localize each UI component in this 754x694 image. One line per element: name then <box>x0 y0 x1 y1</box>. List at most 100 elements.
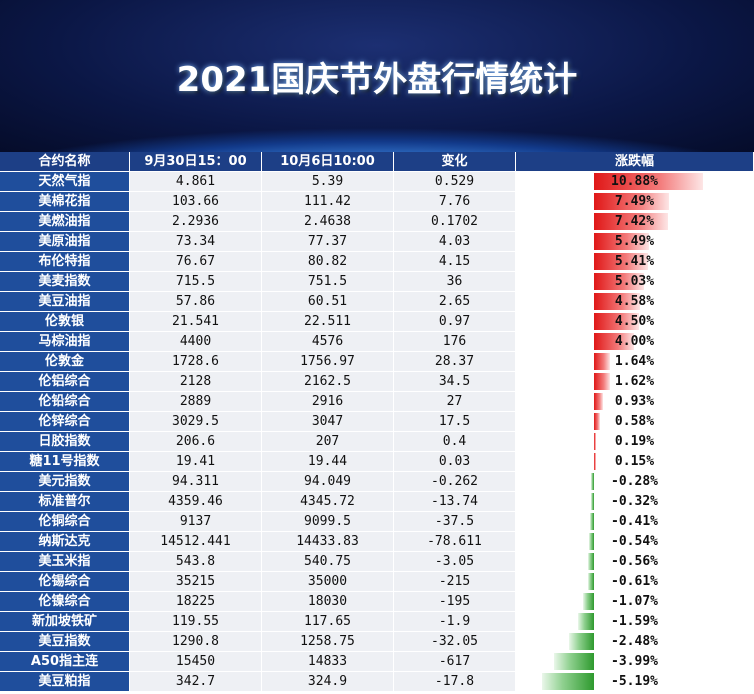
contract-name: 美元指数 <box>0 472 130 492</box>
value-cell: 119.55 <box>130 612 262 632</box>
value-cell: -3.05 <box>394 552 516 572</box>
value-cell: 1258.75 <box>262 632 394 652</box>
value-cell: 15450 <box>130 652 262 672</box>
change-pct-label: -0.54% <box>611 534 658 549</box>
data-bar <box>594 353 611 370</box>
contract-name: 日胶指数 <box>0 432 130 452</box>
value-cell: 2.2936 <box>130 212 262 232</box>
banner: 2021国庆节外盘行情统计 <box>0 0 754 152</box>
data-bar <box>594 453 596 470</box>
value-cell: 176 <box>394 332 516 352</box>
change-pct-cell: -1.07% <box>516 592 754 612</box>
change-pct-cell: -0.54% <box>516 532 754 552</box>
title: 2021国庆节外盘行情统计 <box>176 60 578 100</box>
value-cell: 60.51 <box>262 292 394 312</box>
value-cell: 94.049 <box>262 472 394 492</box>
contract-name: 布伦特指 <box>0 252 130 272</box>
contract-name: 伦铝综合 <box>0 372 130 392</box>
header-cell: 10月6日10:00 <box>262 152 394 172</box>
header-cell: 变化 <box>394 152 516 172</box>
value-cell: -37.5 <box>394 512 516 532</box>
value-cell: 1756.97 <box>262 352 394 372</box>
value-cell: 2.4638 <box>262 212 394 232</box>
value-cell: 94.311 <box>130 472 262 492</box>
change-pct-cell: 5.03% <box>516 272 754 292</box>
value-cell: 19.44 <box>262 452 394 472</box>
data-bar <box>587 573 594 590</box>
value-cell: 22.511 <box>262 312 394 332</box>
change-pct-cell: 0.93% <box>516 392 754 412</box>
value-cell: 2.65 <box>394 292 516 312</box>
change-pct-cell: -0.32% <box>516 492 754 512</box>
value-cell: 9137 <box>130 512 262 532</box>
data-bar <box>569 633 594 650</box>
contract-name: 美原油指 <box>0 232 130 252</box>
contract-name: 标准普尔 <box>0 492 130 512</box>
change-pct-label: -1.07% <box>611 594 658 609</box>
data-bar <box>594 293 640 310</box>
change-pct-label: -0.61% <box>611 574 658 589</box>
value-cell: 34.5 <box>394 372 516 392</box>
change-pct-cell: -0.41% <box>516 512 754 532</box>
data-bar <box>583 593 594 610</box>
value-cell: 0.4 <box>394 432 516 452</box>
change-pct-cell: 4.58% <box>516 292 754 312</box>
change-pct-cell: 0.58% <box>516 412 754 432</box>
value-cell: 2162.5 <box>262 372 394 392</box>
value-cell: 27 <box>394 392 516 412</box>
change-pct-label: 1.64% <box>614 354 655 369</box>
table: 合约名称 9月30日15：00 10月6日10:00 变化 涨跌幅 天然气指 4.861 5.… <box>0 152 754 694</box>
contract-name: 伦铜综合 <box>0 512 130 532</box>
data-bar <box>594 233 649 250</box>
change-pct-label: -0.32% <box>611 494 658 509</box>
value-cell: 751.5 <box>262 272 394 292</box>
value-cell: 543.8 <box>130 552 262 572</box>
value-cell: 77.37 <box>262 232 394 252</box>
data-bar <box>594 313 639 330</box>
change-pct-cell: -3.99% <box>516 652 754 672</box>
change-pct-cell: -0.61% <box>516 572 754 592</box>
contract-name: 美燃油指 <box>0 212 130 232</box>
value-cell: 35000 <box>262 572 394 592</box>
contract-name: 美豆粕指 <box>0 672 130 692</box>
contract-name: 马棕油指 <box>0 332 130 352</box>
data-bar <box>594 253 649 270</box>
contract-name: 伦敦金 <box>0 352 130 372</box>
value-cell: 324.9 <box>262 672 394 692</box>
value-cell: -17.8 <box>394 672 516 692</box>
contract-name: 美玉米指 <box>0 552 130 572</box>
value-cell: 3047 <box>262 412 394 432</box>
data-bar <box>542 673 594 690</box>
change-pct-label: -1.59% <box>611 614 658 629</box>
contract-name: 美豆指数 <box>0 632 130 652</box>
contract-name: 伦锡综合 <box>0 572 130 592</box>
change-pct-cell: -2.48% <box>516 632 754 652</box>
change-pct-label: 5.49% <box>614 234 655 249</box>
change-pct-cell: 7.42% <box>516 212 754 232</box>
data-bar <box>554 653 594 670</box>
change-pct-cell: 5.41% <box>516 252 754 272</box>
contract-name: 伦铅综合 <box>0 392 130 412</box>
data-bar <box>594 273 645 290</box>
change-pct-label: -5.19% <box>611 674 658 689</box>
value-cell: 17.5 <box>394 412 516 432</box>
value-cell: 0.1702 <box>394 212 516 232</box>
header-cell: 9月30日15：00 <box>130 152 262 172</box>
change-pct-label: 5.41% <box>614 254 655 269</box>
data-bar <box>594 433 596 450</box>
data-bar <box>594 193 669 210</box>
value-cell: 4345.72 <box>262 492 394 512</box>
change-pct-label: 10.88% <box>611 174 658 189</box>
value-cell: 73.34 <box>130 232 262 252</box>
value-cell: -32.05 <box>394 632 516 652</box>
change-pct-cell: 10.88% <box>516 172 754 192</box>
data-bar <box>594 393 604 410</box>
value-cell: 103.66 <box>130 192 262 212</box>
value-cell: 14433.83 <box>262 532 394 552</box>
change-pct-cell: 4.50% <box>516 312 754 332</box>
value-cell: 4.861 <box>130 172 262 192</box>
value-cell: 4.03 <box>394 232 516 252</box>
change-pct-cell: 5.49% <box>516 232 754 252</box>
value-cell: -1.9 <box>394 612 516 632</box>
